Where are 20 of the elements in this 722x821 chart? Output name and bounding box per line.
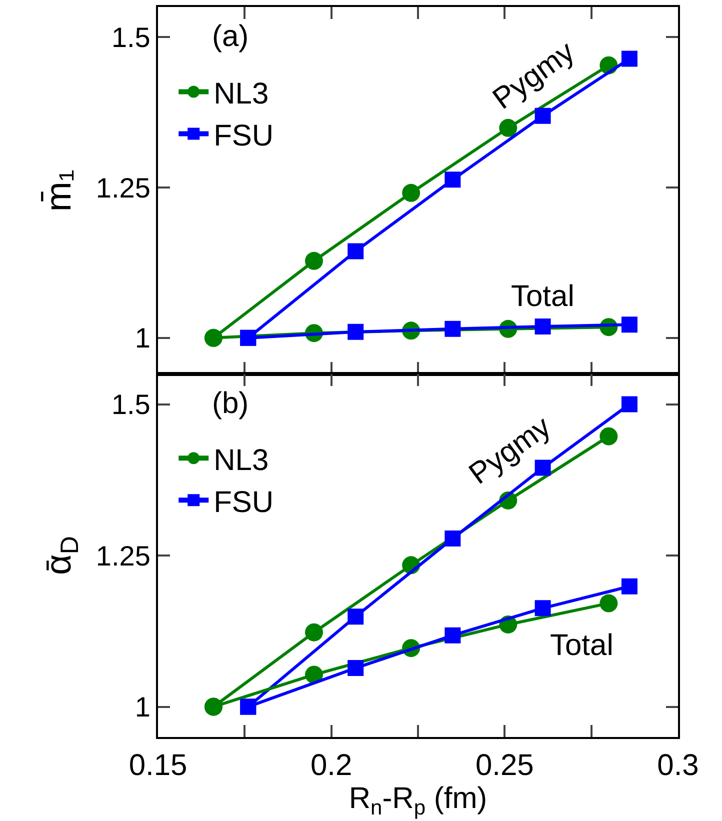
y-tick-label: 1.5 (111, 389, 150, 420)
x-tick-label: 0.3 (657, 749, 699, 782)
y-axis-title: m̄₁ (37, 169, 78, 212)
annotation: (a) (212, 20, 249, 53)
annotation: Total (550, 629, 614, 662)
x-axis-title: R$_{n}$-R$_{p}$ (fm) (348, 782, 488, 820)
legend-label: FSU (214, 119, 274, 152)
y-tick-label: 1 (134, 692, 150, 723)
x-tick-label: 0.2 (310, 749, 352, 782)
legend-label: NL3 (214, 77, 269, 110)
y-tick-label: 1.25 (96, 540, 150, 572)
y-tick-label: 1 (134, 322, 150, 354)
annotation: Total (511, 280, 574, 313)
annotation: (b) (212, 387, 249, 420)
x-tick-label: 0.25 (475, 749, 534, 782)
legend-label: NL3 (214, 444, 269, 477)
x-tick-label: 0.15 (128, 749, 188, 782)
y-tick-label: 1.5 (111, 22, 150, 53)
legend-label: FSU (214, 486, 274, 519)
y-tick-label: 1.25 (96, 172, 150, 204)
